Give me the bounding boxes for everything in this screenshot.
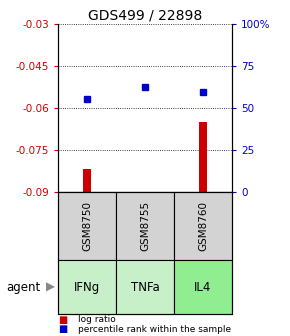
Text: log ratio: log ratio xyxy=(78,316,116,324)
Text: GSM8755: GSM8755 xyxy=(140,201,150,251)
Text: ■: ■ xyxy=(58,315,67,325)
Text: IFNg: IFNg xyxy=(74,281,100,294)
Text: agent: agent xyxy=(6,281,40,294)
Text: ▶: ▶ xyxy=(46,281,55,294)
Bar xyxy=(83,169,91,192)
Text: GSM8750: GSM8750 xyxy=(82,201,92,251)
Text: TNFa: TNFa xyxy=(130,281,160,294)
Bar xyxy=(199,122,207,192)
Text: GDS499 / 22898: GDS499 / 22898 xyxy=(88,8,202,23)
Text: percentile rank within the sample: percentile rank within the sample xyxy=(78,325,231,334)
Bar xyxy=(141,192,149,194)
Text: ■: ■ xyxy=(58,324,67,334)
Text: GSM8760: GSM8760 xyxy=(198,201,208,251)
Text: IL4: IL4 xyxy=(194,281,212,294)
